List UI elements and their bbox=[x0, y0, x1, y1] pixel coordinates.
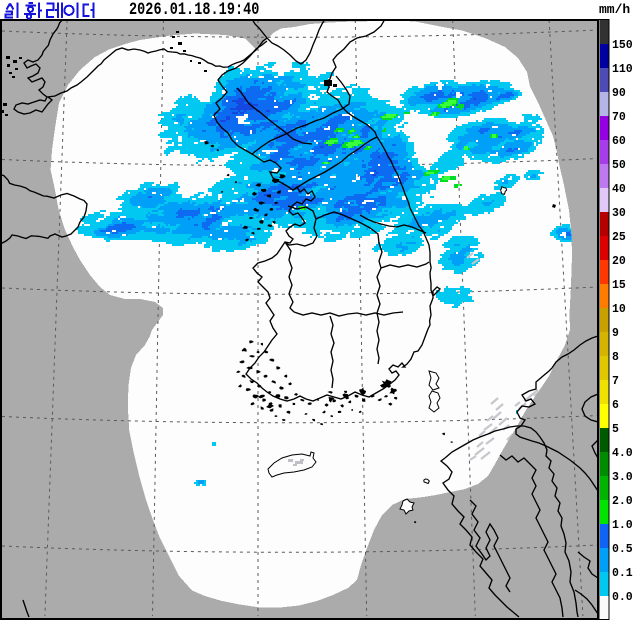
svg-text:25: 25 bbox=[612, 231, 626, 244]
svg-text:3.0: 3.0 bbox=[612, 471, 633, 484]
svg-text:10: 10 bbox=[612, 303, 626, 316]
svg-text:7: 7 bbox=[612, 375, 619, 388]
svg-text:0.5: 0.5 bbox=[612, 543, 633, 556]
svg-text:40: 40 bbox=[612, 183, 626, 196]
svg-text:5: 5 bbox=[612, 423, 619, 436]
svg-text:6: 6 bbox=[612, 399, 619, 412]
svg-text:8: 8 bbox=[612, 351, 619, 364]
svg-text:60: 60 bbox=[612, 135, 626, 148]
svg-text:0.0: 0.0 bbox=[612, 591, 633, 604]
svg-text:0.1: 0.1 bbox=[612, 567, 633, 580]
svg-text:9: 9 bbox=[612, 327, 619, 340]
svg-text:15: 15 bbox=[612, 279, 626, 292]
svg-text:70: 70 bbox=[612, 111, 626, 124]
svg-text:90: 90 bbox=[612, 87, 626, 100]
svg-text:1.0: 1.0 bbox=[612, 519, 633, 532]
svg-text:150: 150 bbox=[612, 39, 633, 52]
svg-text:mm/h: mm/h bbox=[599, 2, 630, 17]
svg-text:110: 110 bbox=[612, 63, 633, 76]
svg-text:20: 20 bbox=[612, 255, 626, 268]
svg-text:2.0: 2.0 bbox=[612, 495, 633, 508]
svg-text:50: 50 bbox=[612, 159, 626, 172]
svg-text:30: 30 bbox=[612, 207, 626, 220]
svg-text:4.0: 4.0 bbox=[612, 447, 633, 460]
